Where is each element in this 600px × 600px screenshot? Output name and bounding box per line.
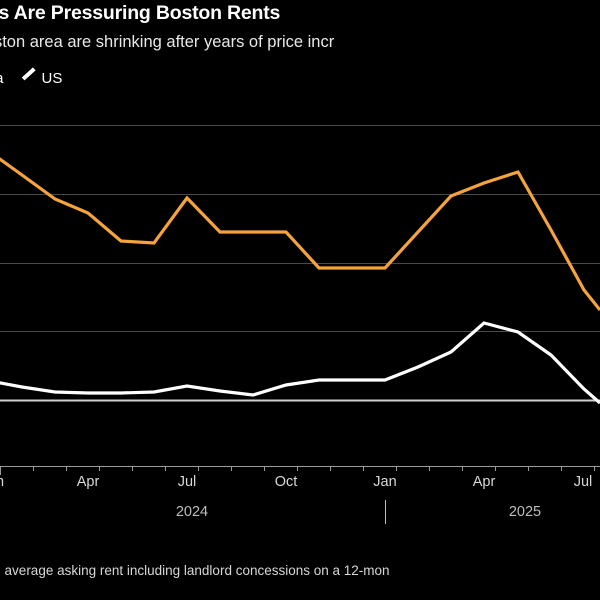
legend-item-us[interactable]: US — [22, 70, 63, 87]
x-tick-label: n — [0, 474, 4, 490]
series-line — [0, 321, 600, 405]
legend-label-boston: ro area — [0, 70, 4, 87]
chart-gridlines — [0, 125, 600, 467]
chart-x-ticks — [0, 466, 595, 475]
legend-label-us: US — [41, 69, 63, 87]
chart-note: ws change in average asking rent includi… — [0, 563, 390, 578]
page-subtitle: s in the Boston area are shrinking after… — [0, 33, 335, 51]
x-tick-label: Jan — [373, 474, 397, 490]
x-tick-label: Apr — [472, 474, 496, 490]
page-title: Jitters Are Pressuring Boston Rents — [0, 2, 281, 24]
chart-series-lines — [0, 157, 600, 405]
x-tick-label: Jul — [177, 474, 197, 490]
x-tick-label: Jul — [573, 474, 593, 490]
year-label: 2025 — [508, 504, 542, 520]
x-tick-label: Apr — [76, 474, 100, 490]
legend-item-boston[interactable]: ro area — [0, 70, 4, 87]
year-label: 2024 — [175, 504, 209, 520]
x-tick-label: Oct — [274, 474, 298, 490]
series-line — [0, 157, 600, 311]
chart-legend: ro area US — [0, 68, 80, 88]
